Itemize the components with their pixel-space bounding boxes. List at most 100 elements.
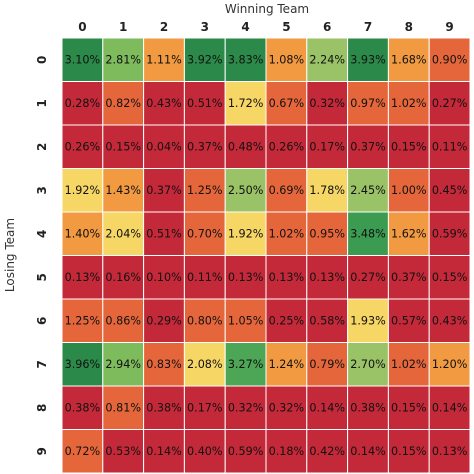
- cell-value-label: 0.13%: [228, 271, 264, 284]
- heatmap-cell: [265, 37, 308, 82]
- heatmap-cell: [387, 81, 430, 126]
- cell-value-label: 0.14%: [432, 401, 468, 414]
- cell-value-label: 2.81%: [105, 53, 141, 66]
- cell-value-label: 0.38%: [65, 401, 101, 414]
- heatmap-cell: [347, 385, 389, 430]
- heatmap-cell: [428, 81, 471, 126]
- heatmap-cell: [306, 124, 349, 169]
- y-tick-label: 2: [35, 143, 49, 151]
- cell-value-label: 0.86%: [105, 314, 141, 327]
- cell-value-label: 1.92%: [228, 227, 264, 240]
- heatmap-cell: [265, 81, 308, 126]
- cell-value-label: 0.32%: [309, 97, 345, 110]
- cell-value-label: 1.72%: [228, 97, 264, 110]
- cell-value-label: 0.25%: [269, 314, 305, 327]
- heatmap-cell: [347, 81, 389, 126]
- cell-value-label: 0.97%: [350, 97, 386, 110]
- heatmap-cell: [143, 385, 185, 430]
- cell-value-label: 2.45%: [350, 184, 386, 197]
- cell-value-label: 0.81%: [105, 401, 141, 414]
- cell-value-label: 1.05%: [228, 314, 264, 327]
- cell-value-label: 0.51%: [187, 97, 223, 110]
- cell-value-label: 0.26%: [269, 140, 305, 153]
- cell-value-label: 3.96%: [65, 358, 101, 371]
- y-tick-label: 3: [35, 186, 49, 194]
- heatmap-cell: [306, 168, 349, 213]
- cell-value-label: 0.90%: [432, 53, 468, 66]
- heatmap-cell: [102, 124, 145, 169]
- heatmap-cell: [61, 168, 104, 213]
- heatmap-cell: [428, 385, 471, 430]
- cell-value-label: 3.92%: [187, 53, 223, 66]
- heatmap-cell: [224, 385, 267, 430]
- cell-value-label: 3.10%: [65, 53, 101, 66]
- cell-value-label: 0.17%: [309, 140, 345, 153]
- heatmap-cell: [102, 342, 145, 387]
- heatmap-cell: [428, 168, 471, 213]
- heatmap-cell: [306, 385, 349, 430]
- heatmap-cell: [102, 385, 145, 430]
- cell-value-label: 0.58%: [309, 314, 345, 327]
- heatmap-cell: [387, 211, 430, 256]
- heatmap-cell: [387, 255, 430, 300]
- cell-value-label: 0.14%: [309, 401, 345, 414]
- heatmap-cell: [102, 37, 145, 82]
- cell-value-label: 0.59%: [228, 445, 264, 458]
- cell-value-label: 0.28%: [65, 97, 101, 110]
- cell-value-label: 1.43%: [105, 184, 141, 197]
- heatmap-cell: [61, 298, 104, 343]
- heatmap-cell: [143, 429, 185, 474]
- y-tick-label: 9: [35, 447, 49, 455]
- cell-value-label: 0.37%: [391, 271, 427, 284]
- x-tick-label: 3: [201, 20, 209, 34]
- heatmap-cell: [387, 429, 430, 474]
- heatmap-cell: [61, 385, 104, 430]
- cell-value-label: 0.43%: [146, 97, 182, 110]
- cell-value-label: 0.45%: [432, 184, 468, 197]
- cell-value-label: 0.32%: [228, 401, 264, 414]
- cell-value-label: 1.24%: [269, 358, 305, 371]
- heatmap-cell: [347, 124, 389, 169]
- y-tick-label: 5: [35, 273, 49, 281]
- cell-value-label: 0.15%: [391, 445, 427, 458]
- heatmap-cell: [306, 342, 349, 387]
- heatmap-cell: [102, 429, 145, 474]
- x-tick-label: 0: [78, 20, 86, 34]
- y-tick-label: 6: [35, 317, 49, 325]
- cell-value-label: 0.72%: [65, 445, 101, 458]
- cell-value-label: 0.69%: [269, 184, 305, 197]
- cell-value-label: 0.11%: [187, 271, 223, 284]
- cell-value-label: 0.42%: [309, 445, 345, 458]
- heatmap-cell: [347, 37, 389, 82]
- heatmap-cell: [61, 429, 104, 474]
- y-axis-ticks: 0 1 2 3 4 5 6 7 8 9: [35, 56, 49, 456]
- heatmap-cell: [387, 298, 430, 343]
- heatmap-cell: [183, 255, 226, 300]
- heatmap-cell: [102, 211, 145, 256]
- heatmap-cell: [102, 81, 145, 126]
- x-tick-label: 6: [323, 20, 331, 34]
- cell-value-label: 0.04%: [146, 140, 182, 153]
- cell-value-label: 3.93%: [350, 53, 386, 66]
- heatmap-cell: [265, 298, 308, 343]
- cell-value-label: 0.32%: [269, 401, 305, 414]
- cell-value-label: 3.83%: [228, 53, 264, 66]
- heatmap-cell: [224, 429, 267, 474]
- heatmap-cell: [143, 124, 185, 169]
- heatmap-cell: [347, 211, 389, 256]
- cell-value-label: 0.15%: [105, 140, 141, 153]
- heatmap-cell: [61, 124, 104, 169]
- heatmap-cell: [387, 342, 430, 387]
- y-tick-label: 8: [35, 404, 49, 412]
- cell-value-label: 0.27%: [432, 97, 468, 110]
- heatmap-cell: [428, 429, 471, 474]
- cell-value-label: 0.26%: [65, 140, 101, 153]
- cell-value-label: 2.24%: [309, 53, 345, 66]
- cell-value-label: 0.37%: [350, 140, 386, 153]
- cell-value-label: 1.08%: [269, 53, 305, 66]
- cell-value-label: 3.48%: [350, 227, 386, 240]
- heatmap-cell: [265, 168, 308, 213]
- heatmap-cell: [61, 255, 104, 300]
- heatmap-cell: [306, 298, 349, 343]
- x-axis-ticks: 0 1 2 3 4 5 6 7 8 9: [78, 20, 454, 34]
